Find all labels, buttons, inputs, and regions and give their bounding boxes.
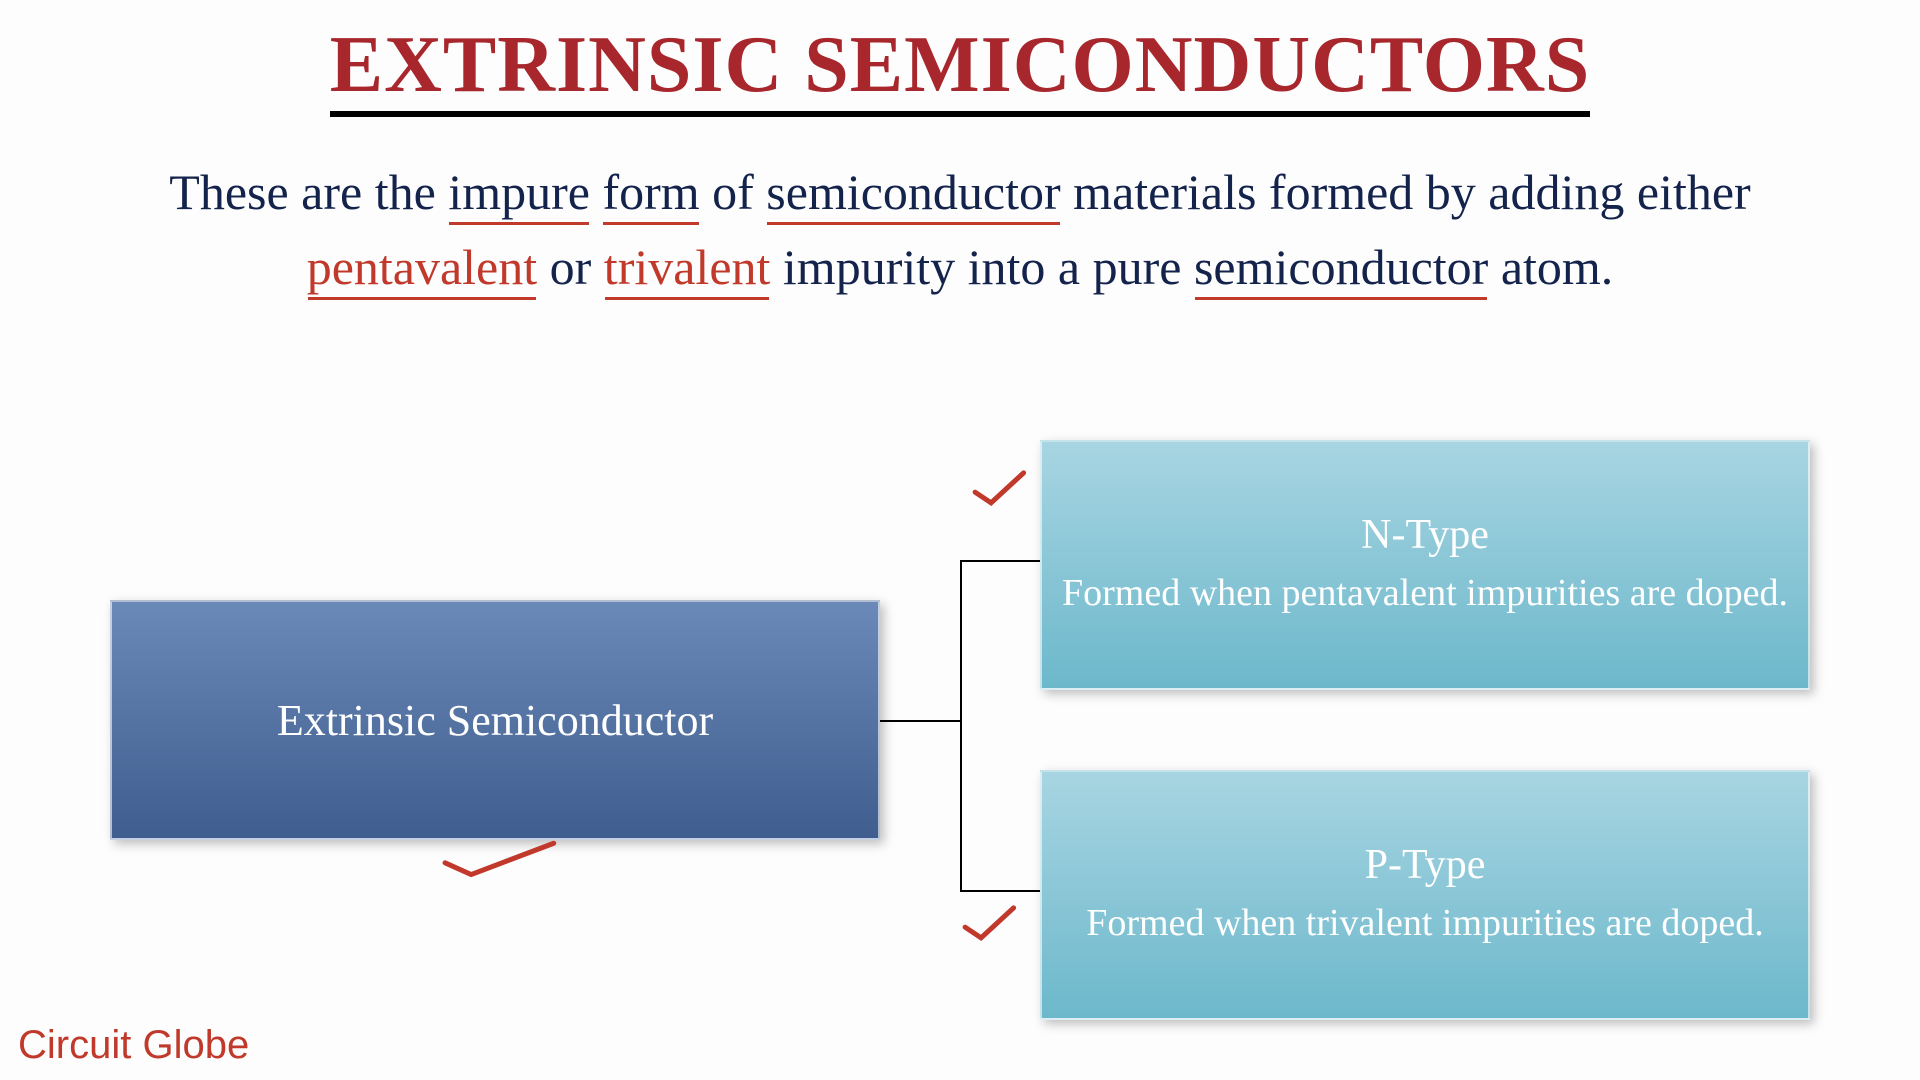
box-p-type: P-Type Formed when trivalent impurities …	[1040, 770, 1810, 1020]
box-extrinsic-semiconductor: Extrinsic Semiconductor	[110, 600, 880, 840]
checkmark-icon	[968, 467, 1031, 512]
footer-branding: Circuit Globe	[18, 1023, 249, 1068]
n-type-title: N-Type	[1361, 511, 1489, 559]
p-type-title: P-Type	[1365, 841, 1486, 889]
connector-to-ntype	[960, 560, 1040, 562]
connector-vertical	[960, 560, 962, 890]
connector-to-ptype	[960, 890, 1040, 892]
diagram: Extrinsic Semiconductor N-Type Formed wh…	[0, 0, 1920, 1080]
box-main-label: Extrinsic Semiconductor	[277, 695, 713, 746]
checkmark-icon	[438, 835, 561, 885]
box-n-type: N-Type Formed when pentavalent impuritie…	[1040, 440, 1810, 690]
p-type-desc: Formed when trivalent impurities are dop…	[1086, 899, 1764, 948]
checkmark-icon	[958, 902, 1021, 947]
n-type-desc: Formed when pentavalent impurities are d…	[1062, 569, 1788, 618]
connector-main	[880, 720, 960, 722]
